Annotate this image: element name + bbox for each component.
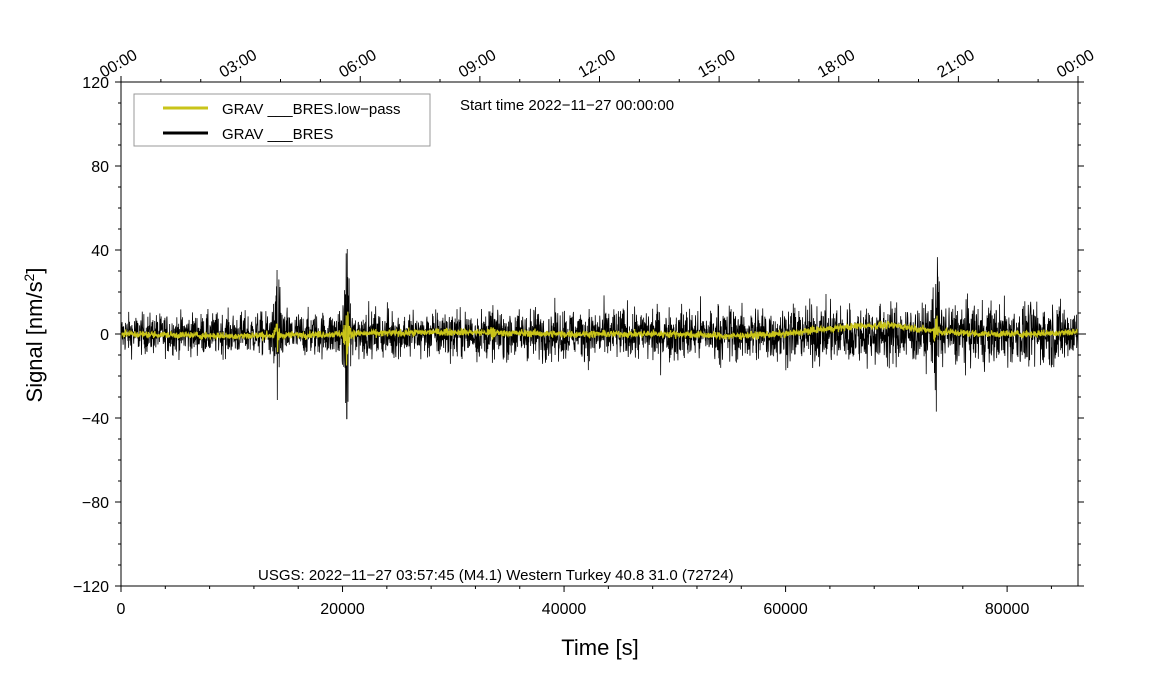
legend-label-raw: GRAV ___BRES xyxy=(222,126,333,143)
legend-label-lowpass: GRAV ___BRES.low−pass xyxy=(222,101,401,118)
y-axis-tick-labels: −120 −80 −40 0 40 80 120 xyxy=(73,75,109,596)
y-tick-label: 80 xyxy=(91,159,109,176)
y-tick-label: 120 xyxy=(82,75,109,92)
y-axis-title-group: Signal [nm/s2] xyxy=(21,268,47,403)
x-tick-label: 0 xyxy=(117,601,126,618)
series-raw-line xyxy=(121,249,1078,420)
y-tick-label: 40 xyxy=(91,243,109,260)
top-axis-label: 18:00 xyxy=(815,47,858,82)
top-axis-label: 06:00 xyxy=(336,47,379,82)
y-tick-label: −120 xyxy=(73,579,109,596)
y-tick-label: −40 xyxy=(82,411,109,428)
event-annotation: USGS: 2022−11−27 03:57:45 (M4.1) Western… xyxy=(258,567,734,584)
start-time-annotation: Start time 2022−11−27 00:00:00 xyxy=(460,97,674,114)
top-axis-label: 09:00 xyxy=(456,47,499,82)
y-tick-label: −80 xyxy=(82,495,109,512)
series-group xyxy=(121,249,1078,420)
top-axis-label: 03:00 xyxy=(217,47,260,82)
top-axis-label: 21:00 xyxy=(935,47,978,82)
series-lowpass-line xyxy=(121,311,1078,366)
top-axis-label: 15:00 xyxy=(695,47,738,82)
x-tick-label: 60000 xyxy=(763,601,808,618)
x-axis-title: Time [s] xyxy=(561,635,638,660)
x-tick-label: 20000 xyxy=(320,601,365,618)
top-axis-label: 12:00 xyxy=(576,47,619,82)
top-axis-labels: 00:00 03:00 06:00 09:00 12:00 15:00 18:00 21:00… xyxy=(97,47,1097,82)
x-tick-label: 80000 xyxy=(985,601,1030,618)
y-axis-title: Signal [nm/s2] xyxy=(21,268,47,403)
x-tick-label: 40000 xyxy=(542,601,587,618)
axes xyxy=(115,76,1086,592)
legend: GRAV ___BRES.low−pass GRAV ___BRES xyxy=(133,93,431,147)
y-tick-label: 0 xyxy=(100,327,109,344)
plot-area xyxy=(121,249,1078,420)
legend-box xyxy=(133,93,431,147)
x-axis-tick-labels: 0 20000 40000 60000 80000 xyxy=(117,601,1030,618)
top-axis-label: 00:00 xyxy=(1054,47,1097,82)
